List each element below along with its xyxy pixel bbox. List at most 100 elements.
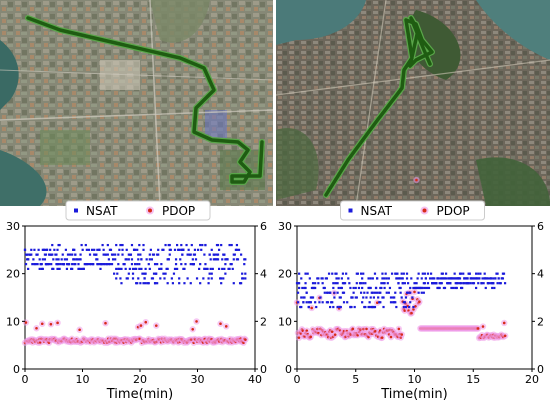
- chart-left-nsat-point: [231, 267, 234, 270]
- chart-right-nsat-point: [477, 272, 480, 275]
- chart-right-nsat-point: [300, 305, 303, 309]
- chart-left-ytick-label: 30: [6, 220, 20, 233]
- chart-right-pdop-point: [502, 321, 506, 325]
- chart-right-pdop-point: [330, 330, 334, 334]
- chart-left-nsat-point: [121, 243, 124, 247]
- chart-left-legend-nsat-label: NSAT: [86, 204, 118, 218]
- chart-left-nsat-point: [124, 267, 127, 270]
- chart-left-nsat-point: [207, 282, 210, 285]
- chart-left-xtick-label: 0: [22, 373, 29, 386]
- chart-left-nsat-point: [149, 248, 152, 251]
- chart-left-nsat-point: [199, 243, 202, 247]
- chart-right-nsat-point: [389, 296, 393, 299]
- chart-left-nsat-point: [235, 248, 239, 251]
- chart-right-nsat-point: [405, 277, 409, 280]
- chart-left-nsat-point: [179, 258, 182, 261]
- chart-left-nsat-point: [115, 277, 118, 280]
- chart-left-nsat-point: [159, 277, 162, 280]
- chart-right-nsat-point: [400, 272, 403, 275]
- chart-left-legend-nsat-marker: [74, 208, 78, 213]
- chart-left-pdop-point: [56, 321, 59, 325]
- chart-right-nsat-point: [496, 272, 499, 275]
- chart-right-nsat-point: [479, 272, 482, 275]
- chart-left-nsat-point: [115, 267, 118, 270]
- chart-right-nsat-point: [435, 282, 438, 285]
- chart-left-nsat-point: [96, 248, 99, 251]
- chart-right-nsat-point: [329, 291, 332, 294]
- chart-right-nsat-point: [400, 296, 403, 299]
- chart-right-nsat-point: [364, 282, 367, 285]
- chart-right-nsat-point: [502, 272, 506, 275]
- chart-right-nsat-point: [366, 291, 369, 294]
- chart-left-nsat-point: [178, 282, 181, 285]
- chart-left-pdop-point: [244, 338, 247, 341]
- chart-left-nsat-point: [106, 243, 109, 247]
- chart-left-nsat-point: [136, 263, 139, 266]
- chart-right-nsat-point: [368, 305, 371, 309]
- chart-right-nsat-point: [389, 301, 393, 304]
- chart-left-nsat-point: [157, 248, 160, 251]
- chart-right-nsat-point: [467, 282, 470, 285]
- chart-left-nsat-point: [31, 263, 34, 266]
- chart-left-nsat-point: [139, 282, 142, 285]
- chart-left-nsat-point: [78, 267, 81, 270]
- chart-right-legend-pdop-label: PDOP: [437, 204, 470, 218]
- chart-left-nsat-point: [201, 243, 204, 247]
- chart-left-nsat-point: [116, 272, 119, 275]
- chart-left-nsat-point: [120, 267, 123, 270]
- chart-right-nsat-point: [298, 286, 301, 290]
- chart-left-nsat-point: [74, 263, 77, 266]
- chart-right-nsat-point: [385, 277, 388, 280]
- chart-right-nsat-point: [335, 277, 338, 280]
- chart-right-nsat-point: [487, 282, 491, 285]
- chart-right-nsat-point: [497, 277, 500, 280]
- chart-left-nsat-point: [117, 263, 120, 266]
- chart-left-nsat-point: [73, 248, 76, 251]
- chart-right-nsat-point: [342, 301, 346, 304]
- chart-right-nsat-point: [332, 305, 335, 309]
- chart-left-nsat-point: [53, 248, 56, 251]
- chart-right-nsat-point: [365, 296, 368, 299]
- chart-right-nsat-point: [396, 277, 399, 280]
- chart-left-nsat-point: [222, 277, 225, 280]
- chart-left-pdop-point: [40, 322, 44, 326]
- chart-right-nsat-point: [321, 277, 324, 280]
- chart-right-ytick-label: 10: [278, 315, 292, 328]
- chart-left-nsat-point: [140, 258, 143, 261]
- chart-right-nsat-point: [311, 296, 315, 299]
- chart-left-nsat-point: [163, 277, 166, 280]
- chart-left-nsat-point: [27, 267, 30, 270]
- chart-right-nsat-point: [325, 277, 329, 280]
- chart-right-nsat-point: [381, 272, 384, 275]
- chart-right-nsat-point: [331, 272, 334, 275]
- chart-left-nsat-point: [233, 253, 236, 256]
- chart-right-nsat-point: [395, 305, 398, 309]
- chart-left-nsat-point: [38, 258, 41, 261]
- chart-right-nsat-point: [334, 282, 337, 285]
- chart-left-nsat-point: [138, 263, 141, 266]
- chart-left-nsat-point: [174, 263, 178, 266]
- chart-right-pdop-point: [365, 327, 368, 331]
- chart-left-nsat-point: [140, 267, 143, 270]
- chart-right-pdop-point: [351, 327, 355, 331]
- chart-right-nsat-point: [355, 282, 358, 285]
- chart-left-nsat-point: [187, 248, 190, 251]
- satellite-map-right-image: [276, 0, 550, 206]
- chart-left-nsat-point: [183, 282, 186, 285]
- chart-right-nsat-point: [393, 296, 396, 299]
- chart-left-nsat-point: [178, 277, 181, 280]
- chart-left-nsat-point: [217, 248, 221, 251]
- chart-right-nsat-point: [404, 296, 408, 299]
- chart-left-ytick-label: 0: [13, 363, 20, 376]
- chart-left-nsat-point: [56, 267, 59, 270]
- chart-right: 0 10 20 30 0 2 4 6 0 5 10 15 20 Time(min) NSAT PDOP: [275, 176, 550, 404]
- chart-right-y2tick-label: 6: [537, 220, 544, 233]
- chart-right-nsat-point: [386, 282, 389, 285]
- chart-right-nsat-point: [388, 286, 392, 290]
- chart-left-nsat-point: [153, 282, 157, 285]
- chart-right-nsat-point: [332, 282, 335, 285]
- chart-left-nsat-point: [131, 272, 135, 275]
- chart-right-nsat-point: [374, 286, 378, 290]
- chart-left-nsat-point: [244, 277, 247, 280]
- chart-right-pdop-point: [397, 327, 401, 331]
